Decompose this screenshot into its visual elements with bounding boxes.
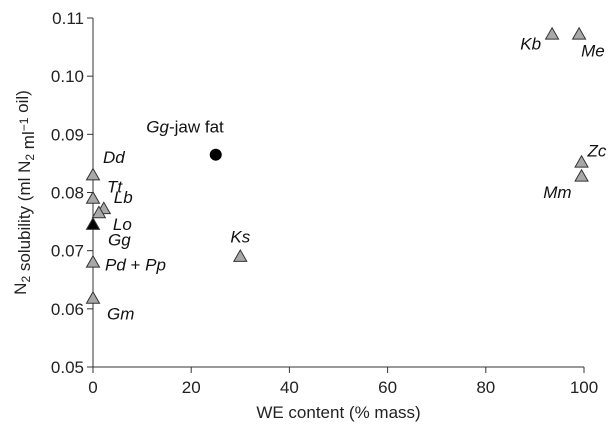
y-axis-label-part: oil) [13,90,32,117]
point-Gg-jaw-fat [209,148,222,161]
point-label-Gg: Gg [108,230,131,249]
point-label-Lb: Lb [114,188,133,207]
point-Ks [232,248,248,262]
x-tick-label: 60 [378,378,397,397]
point-label-Pd-Pp: Pd + Pp [105,255,166,274]
point-label-segment: Lb [114,188,133,207]
y-tick-label: 0.09 [51,125,84,144]
point-Pd-Pp [85,254,101,268]
point-Kb [544,26,560,40]
point-Zc [574,154,589,168]
point-Gm [85,290,101,304]
point-Lo [91,205,107,219]
point-Me [571,26,587,40]
point-label-Kb: Kb [520,34,541,53]
x-tick-label: 80 [476,378,495,397]
y-tick-label: 0.06 [51,300,84,319]
point-label-segment: Tt [107,177,123,196]
point-label-Zc: Zc [587,141,607,160]
axes: 0.05 0.06 0.07 0.08 0.09 0.10 0.11 0 20 40 60 80 100 [51,9,598,397]
point-label-Ks: Ks [230,227,250,246]
point-label-Dd: Dd [103,148,125,167]
y-axis-label-part: 2 [23,154,37,161]
point-label-segment: Mm [543,183,571,202]
point-label-segment: Pp [145,255,166,274]
point-Dd [85,167,101,181]
point-label-segment: Dd [103,148,125,167]
point-label-segment: Lo [113,215,132,234]
y-tick-label: 0.10 [51,67,84,86]
point-label-segment: Pd [105,255,126,274]
y-tick-label: 0.11 [52,9,84,28]
x-tick-label: 20 [182,378,201,397]
point-Gg [85,216,101,230]
point-label-Tt: Tt [107,177,123,196]
point-label-segment: Gm [107,304,134,323]
y-tick-label: 0.05 [51,358,84,377]
point-label-segment: Me [581,41,605,60]
point-label-segment: -jaw fat [169,118,224,137]
y-axis-label: N2 solubility (ml N2 ml−1 oil) [11,90,38,295]
y-axis-label-part: ml [19,131,38,154]
point-label-Mm: Mm [543,183,571,202]
point-label-Gm: Gm [107,304,134,323]
point-label-segment: Kb [520,34,541,53]
point-label-segment: + [126,255,145,274]
x-tick-label: 100 [570,378,598,397]
point-label-segment: Ks [230,227,250,246]
y-tick-label: 0.07 [51,242,84,261]
x-axis-label: WE content (% mass) [256,403,420,422]
x-tick-label: 0 [88,378,97,397]
point-Tt [85,190,101,204]
x-tick-label: 40 [280,378,299,397]
point-Mm [574,168,589,182]
y-axis-label-part: 2 [19,276,33,283]
y-axis-label-part: N [11,283,30,295]
y-axis-label-part: solubility (ml N [15,161,34,276]
point-label-segment: Zc [587,141,607,160]
point-label-Lo: Lo [113,215,132,234]
point-label-segment: Gg [108,230,131,249]
point-label-segment: Gg [146,118,169,137]
data-points [85,26,589,304]
y-tick-label: 0.08 [51,184,84,203]
y-axis-label-part: −1 [17,117,31,131]
point-label-Me: Me [581,41,605,60]
point-label-Gg-jaw-fat: Gg-jaw fat [146,118,224,137]
